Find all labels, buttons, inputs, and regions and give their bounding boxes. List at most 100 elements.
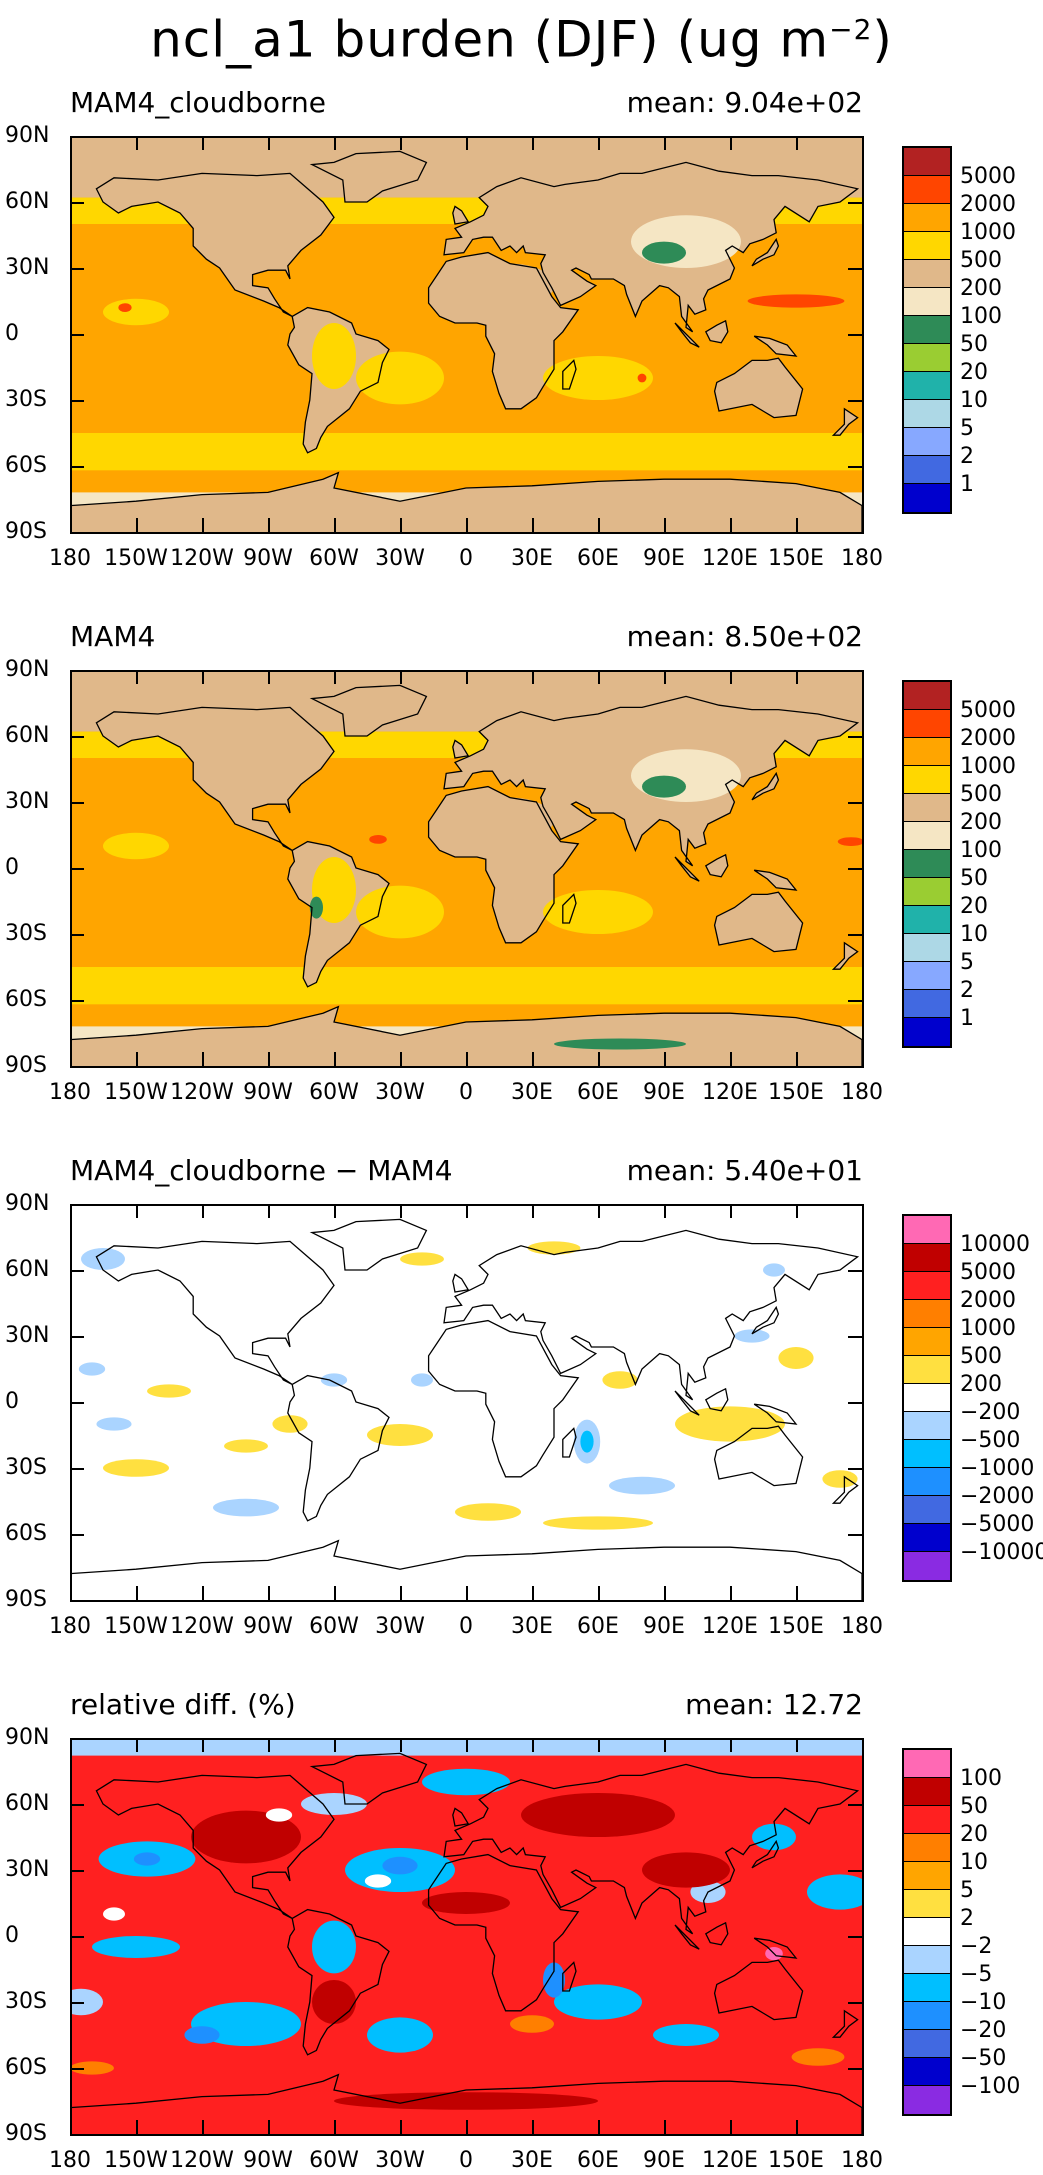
colorbar-label: 50 <box>960 1794 988 1819</box>
panel-0-lon-tick <box>268 518 270 532</box>
panel-1-lon-tick <box>136 670 138 684</box>
coastline-borneo <box>704 853 729 878</box>
panel-1-lat-tick <box>70 1000 84 1002</box>
panel-0-lon-tick <box>466 518 468 532</box>
coastline-samerica <box>287 306 390 454</box>
panel-0-lat-tick <box>848 334 862 336</box>
positive-region-2 <box>224 1439 268 1453</box>
indian-max-spot <box>637 373 647 383</box>
amazon-region <box>312 857 356 923</box>
panel-3-lat-label: 0 <box>5 1923 19 1948</box>
panel-0-lon-label: 60E <box>577 546 619 571</box>
coastline-australia <box>713 357 804 419</box>
colorbar-label: 500 <box>960 782 1002 807</box>
land-fill-uk <box>452 206 469 224</box>
colorbar-swatch <box>904 148 950 176</box>
negative-region-2 <box>320 1373 348 1387</box>
panel-1-lat-label: 30N <box>5 789 50 814</box>
colorbar-label: 5000 <box>960 698 1016 723</box>
panel-2-lat-tick <box>848 1336 862 1338</box>
panel-2-lon-tick <box>466 1204 468 1218</box>
coastline-madagascar <box>562 893 577 924</box>
coastline-uk <box>452 1807 470 1827</box>
colorbar-swatch <box>904 934 950 962</box>
panel-3-lat-label: 60S <box>5 2055 47 2080</box>
west-pacific-max <box>747 294 845 308</box>
colorbar-label: 200 <box>960 810 1002 835</box>
panel-1-lon-label: 90W <box>243 1080 293 1105</box>
pacific-yellow <box>103 298 169 326</box>
panel-2-lon-tick <box>862 1204 864 1218</box>
colorbar-label: −1000 <box>960 1456 1035 1481</box>
panel-2-lon-tick <box>268 1586 270 1600</box>
colorbar-label: 10 <box>960 388 988 413</box>
coastline-greenland <box>309 1752 428 1805</box>
negative-region-7 <box>734 1329 770 1343</box>
panel-3-lon-label: 90W <box>243 2148 293 2173</box>
panel-0-lon-tick <box>532 136 534 150</box>
panel-3-lon-tick <box>532 2120 534 2134</box>
negative-region-4 <box>367 2017 433 2053</box>
coastline-japan <box>751 1839 780 1869</box>
colorbar-label: −5000 <box>960 1512 1035 1537</box>
panel-1-lat-label: 90S <box>5 1053 47 1078</box>
land-fill-australia <box>714 358 803 418</box>
panel-0-lon-label: 0 <box>459 546 473 571</box>
panel-2-lon-tick <box>664 1204 666 1218</box>
panel-0-lon-tick <box>664 136 666 150</box>
panel-1-lon-label: 180 <box>49 1080 91 1105</box>
panel-0-lon-tick <box>70 518 72 532</box>
panel-3-lon-tick <box>268 2120 270 2134</box>
panel-0-lat-tick <box>848 136 862 138</box>
coastline-madagascar <box>562 359 577 390</box>
panel-3-lon-tick <box>664 2120 666 2134</box>
colorbar-label: 1000 <box>960 754 1016 779</box>
panel-1-lat-tick <box>848 670 862 672</box>
land-fill-uk <box>452 740 469 758</box>
panel-3-lon-tick <box>136 2120 138 2134</box>
panel-2-lat-tick <box>848 1600 862 1602</box>
panel-2-lon-tick <box>796 1586 798 1600</box>
land-fill-namerica <box>96 173 335 317</box>
south-yellow-band <box>70 433 862 471</box>
panel-2-lon-tick <box>70 1586 72 1600</box>
negative-region-6 <box>807 1874 862 1910</box>
coastline-uk <box>452 739 470 759</box>
tibet-min-region <box>642 241 686 264</box>
panel-2-lon-label: 90E <box>643 1614 685 1639</box>
panel-0-lat-tick <box>848 268 862 270</box>
panel-2-lon-label: 30W <box>375 1614 425 1639</box>
panel-0-lon-tick <box>400 518 402 532</box>
land-fill-nz <box>833 408 858 436</box>
panel-1-lon-label: 150E <box>768 1080 824 1105</box>
colorbar-swatch <box>904 2086 950 2114</box>
coastline-namerica <box>95 706 335 851</box>
coastline-nz <box>831 407 859 436</box>
colorbar-swatch <box>904 1524 950 1552</box>
coastline-sumatra <box>674 322 700 348</box>
panel-1-lat-tick <box>848 1000 862 1002</box>
panel-1-lon-tick <box>334 1052 336 1066</box>
panel-3-lon-tick <box>730 2120 732 2134</box>
colorbar-swatch <box>904 1328 950 1356</box>
panel-0-label: MAM4_cloudborne <box>70 86 327 119</box>
panel-2-lat-tick <box>848 1402 862 1404</box>
colorbar-swatch <box>904 288 950 316</box>
indian-yellow <box>543 890 653 934</box>
panel-2-lon-tick <box>532 1586 534 1600</box>
near-zero-region-1 <box>103 1907 125 1921</box>
panel-2-lat-tick <box>848 1468 862 1470</box>
colorbar-swatch <box>904 1778 950 1806</box>
panel-0-lat-label: 30S <box>5 387 47 412</box>
colorbar-swatch <box>904 1834 950 1862</box>
panel-3-lon-label: 150E <box>768 2148 824 2173</box>
panel-3-lon-tick <box>730 1738 732 1752</box>
panel-1-lon-tick <box>730 1052 732 1066</box>
colorbar-swatch <box>904 738 950 766</box>
colorbar-swatch <box>904 1468 950 1496</box>
dateline-max-spot <box>837 837 862 846</box>
colorbar-swatch <box>904 906 950 934</box>
coastline-australia <box>713 1959 804 2021</box>
colorbar-swatch <box>904 204 950 232</box>
coastline-australia <box>713 891 804 953</box>
